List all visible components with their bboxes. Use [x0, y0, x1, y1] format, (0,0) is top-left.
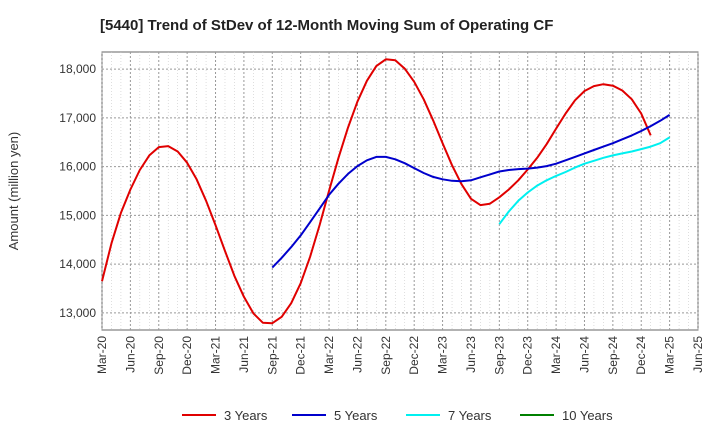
- x-tick-label: Mar-23: [436, 336, 450, 374]
- x-tick-label: Sep-20: [152, 336, 166, 375]
- y-tick-label: 17,000: [59, 111, 96, 125]
- y-axis-label: Amount (million yen): [6, 132, 21, 251]
- x-tick-label: Sep-23: [492, 336, 506, 375]
- legend-label: 7 Years: [448, 408, 492, 423]
- series-line-3-years: [101, 58, 652, 325]
- y-tick-label: 14,000: [59, 257, 96, 271]
- y-tick-label: 16,000: [59, 160, 96, 174]
- x-tick-label: Jun-21: [237, 336, 251, 373]
- y-tick-label: 13,000: [59, 306, 96, 320]
- grid: [101, 52, 699, 330]
- x-tick-label: Jun-24: [577, 336, 591, 373]
- legend-label: 3 Years: [224, 408, 268, 423]
- series-lines: [101, 58, 671, 325]
- x-tick-label: Dec-20: [180, 336, 194, 375]
- x-tick-label: Sep-24: [606, 336, 620, 375]
- x-tick-label: Dec-21: [294, 336, 308, 375]
- series-line-5-years: [271, 114, 671, 269]
- plot-area: [101, 51, 699, 331]
- x-tick-label: Sep-22: [379, 336, 393, 375]
- y-axis-ticks: 13,000 14,000 15,000 16,000 17,000 18,000: [59, 62, 96, 320]
- x-tick-label: Mar-20: [95, 336, 109, 374]
- legend-label: 10 Years: [562, 408, 613, 423]
- x-tick-label: Mar-22: [322, 336, 336, 374]
- x-tick-label: Dec-23: [521, 336, 535, 375]
- legend: 3 Years 5 Years 7 Years 10 Years: [182, 408, 613, 423]
- x-tick-label: Mar-24: [549, 336, 563, 374]
- x-tick-label: Dec-22: [407, 336, 421, 375]
- x-tick-label: Mar-21: [209, 336, 223, 374]
- x-tick-label: Jun-25: [691, 336, 705, 373]
- x-tick-label: Jun-20: [123, 336, 137, 373]
- chart-title: [5440] Trend of StDev of 12-Month Moving…: [100, 17, 553, 34]
- legend-label: 5 Years: [334, 408, 378, 423]
- x-tick-label: Jun-23: [464, 336, 478, 373]
- x-tick-label: Mar-25: [663, 336, 677, 374]
- x-tick-label: Sep-21: [265, 336, 279, 375]
- x-tick-label: Jun-22: [350, 336, 364, 373]
- x-axis-ticks: Mar-20 Jun-20 Sep-20 Dec-20 Mar-21 Jun-21 Sep-…: [95, 336, 705, 375]
- y-tick-label: 15,000: [59, 208, 96, 222]
- y-tick-label: 18,000: [59, 62, 96, 76]
- x-tick-label: Dec-24: [634, 336, 648, 375]
- series-line-7-years: [498, 136, 671, 225]
